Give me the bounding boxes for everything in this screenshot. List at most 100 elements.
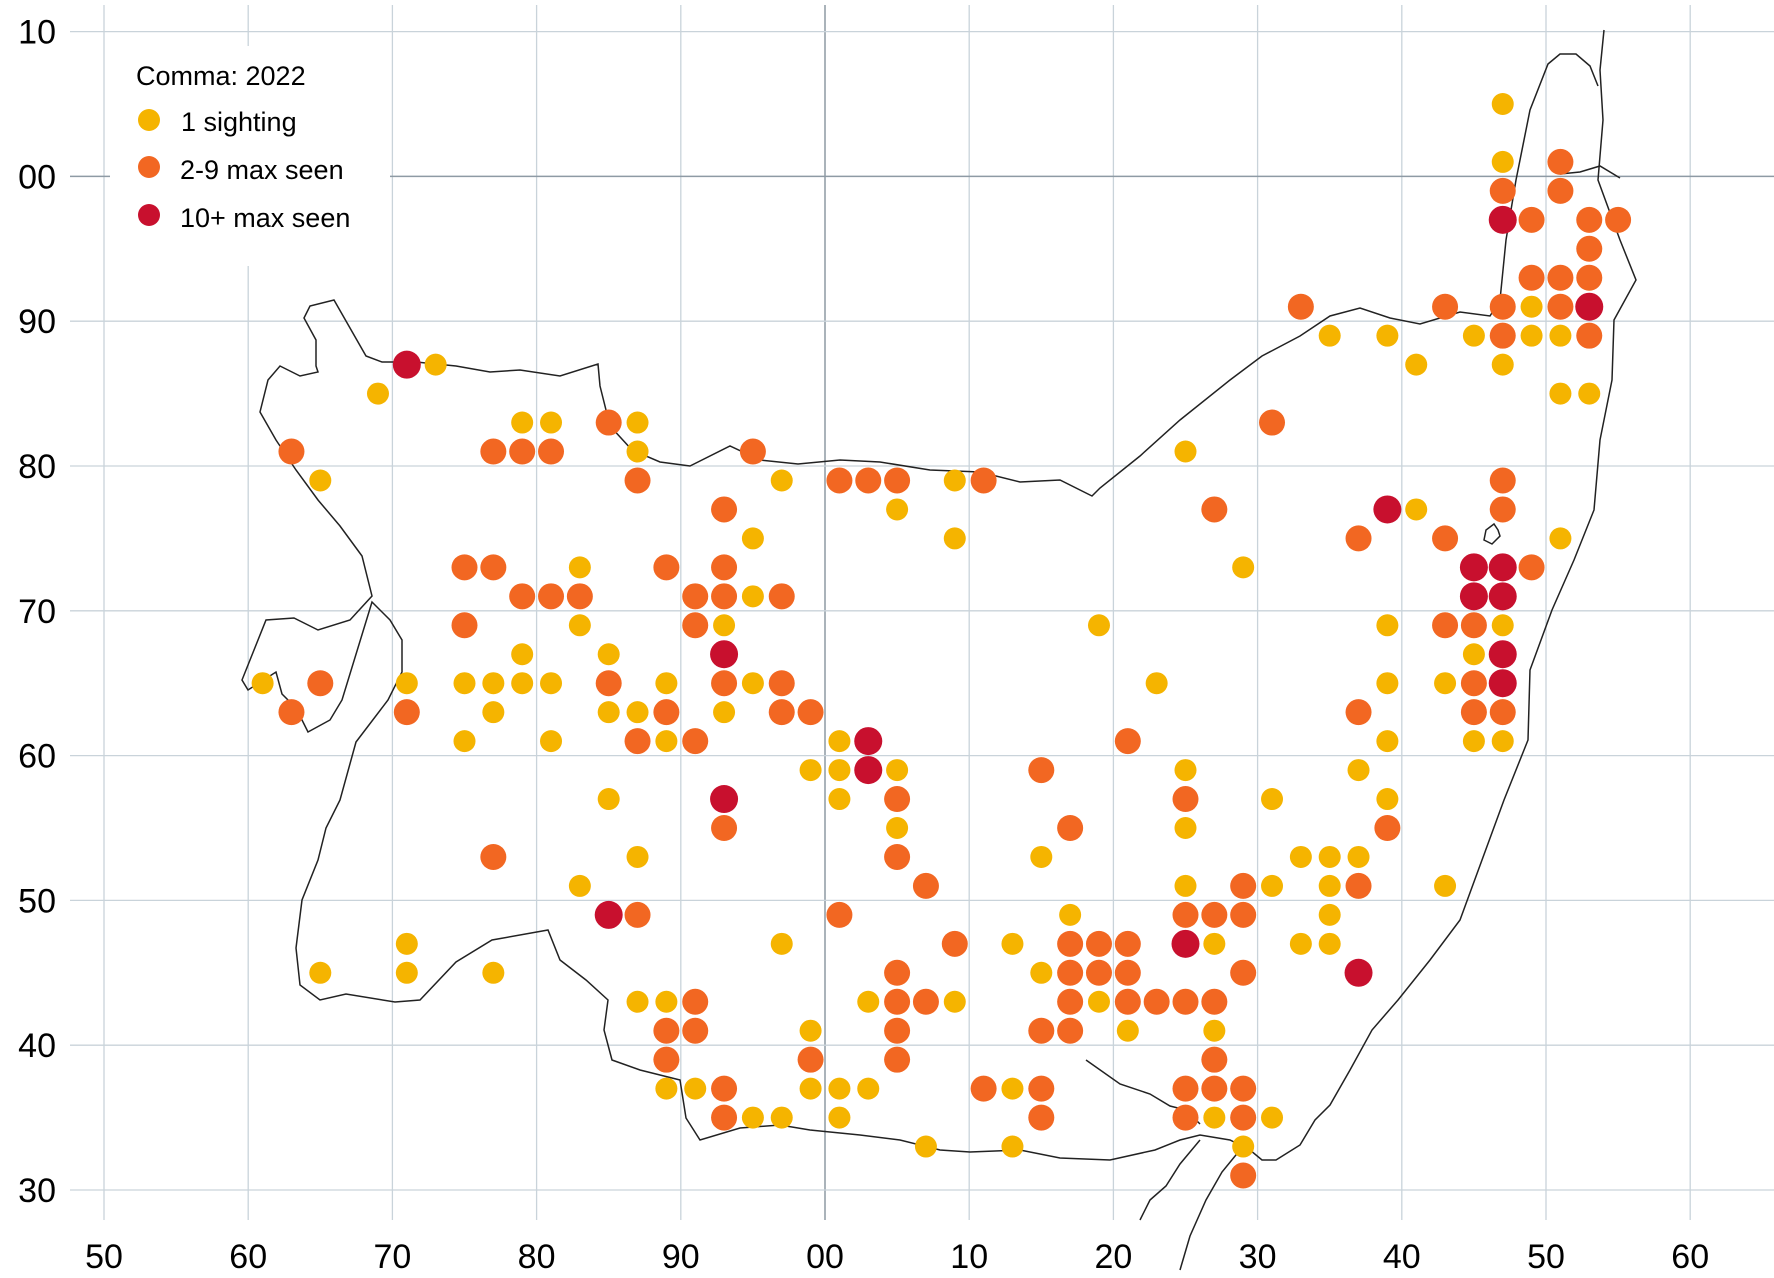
sighting-point-2-9 — [1605, 206, 1632, 233]
sighting-point-2-9 — [682, 612, 709, 639]
sighting-point-1 — [424, 353, 447, 376]
sighting-point-1 — [1549, 382, 1572, 405]
sighting-point-2-9 — [1172, 1075, 1199, 1102]
sighting-point-2-9 — [278, 699, 305, 726]
sighting-point-2-9 — [480, 554, 507, 581]
sighting-point-2-9 — [797, 699, 824, 726]
y-tick-label: 00 — [18, 158, 56, 196]
sighting-point-1 — [511, 672, 534, 695]
sighting-point-2-9 — [1576, 264, 1603, 291]
sighting-point-1 — [741, 585, 764, 608]
sighting-point-2-9 — [1230, 872, 1257, 899]
sighting-point-2-9 — [1057, 1017, 1084, 1044]
sighting-point-2-9 — [1432, 525, 1459, 552]
sighting-point-1 — [1116, 1019, 1139, 1042]
sighting-point-2-9 — [884, 959, 911, 986]
sighting-point-1 — [770, 1106, 793, 1129]
sighting-point-1 — [770, 932, 793, 955]
sighting-point-2-9 — [1230, 1075, 1257, 1102]
sighting-point-2-9 — [1201, 1046, 1228, 1073]
sighting-point-10-plus — [710, 785, 739, 814]
sighting-point-1 — [1491, 93, 1514, 115]
sighting-point-2-9 — [1576, 206, 1603, 233]
x-tick-label: 40 — [1383, 1238, 1421, 1276]
x-tick-label: 60 — [229, 1238, 267, 1276]
sighting-point-1 — [597, 701, 620, 724]
sighting-point-2-9 — [1201, 496, 1228, 523]
sighting-point-2-9 — [768, 583, 795, 610]
sighting-point-10-plus — [1488, 669, 1517, 698]
x-tick-label: 90 — [662, 1238, 700, 1276]
sighting-point-2-9 — [538, 438, 565, 465]
y-tick-label: 90 — [18, 303, 56, 341]
sighting-point-2-9 — [884, 467, 911, 494]
sighting-point-10-plus — [1488, 553, 1517, 582]
sighting-point-2-9 — [1489, 293, 1516, 320]
y-tick-label: 40 — [18, 1027, 56, 1065]
sighting-point-10-plus — [1575, 292, 1604, 321]
sighting-point-1 — [799, 759, 822, 782]
sighting-point-1 — [540, 672, 563, 695]
sighting-point-1 — [886, 759, 909, 782]
legend: Comma: 2022 1 sighting 2-9 max seen 10+ … — [110, 46, 390, 266]
sighting-point-2-9 — [1259, 409, 1286, 436]
sighting-point-1 — [511, 643, 534, 666]
x-tick-label: 60 — [1671, 1238, 1709, 1276]
sighting-point-1 — [857, 1077, 880, 1100]
sighting-point-2-9 — [1374, 815, 1401, 841]
sighting-point-1 — [1030, 961, 1053, 984]
sighting-point-2-9 — [1547, 293, 1574, 320]
sighting-point-2-9 — [1114, 988, 1141, 1015]
sighting-point-1 — [1203, 1106, 1226, 1129]
coastline — [241, 29, 1637, 1271]
sighting-point-2-9 — [826, 901, 853, 928]
sighting-point-2-9 — [1172, 1104, 1199, 1131]
sighting-point-2-9 — [653, 699, 680, 726]
y-tick-label: 10 — [18, 14, 56, 52]
sighting-point-1 — [1261, 1106, 1284, 1129]
sighting-point-2-9 — [884, 786, 911, 813]
sighting-point-2-9 — [970, 1075, 997, 1102]
sighting-point-1 — [511, 411, 534, 434]
sighting-point-2-9 — [884, 988, 911, 1015]
sighting-point-1 — [597, 788, 620, 811]
sighting-point-1 — [540, 730, 563, 753]
sighting-point-2-9 — [653, 1017, 680, 1044]
sighting-point-1 — [1174, 440, 1197, 463]
sighting-point-2-9 — [1114, 930, 1141, 957]
sighting-point-2-9 — [624, 467, 651, 494]
sighting-point-2-9 — [855, 467, 882, 494]
sighting-point-2-9 — [1489, 322, 1516, 349]
sighting-point-1 — [1174, 874, 1197, 897]
sighting-point-1 — [655, 730, 678, 753]
sighting-point-2-9 — [1028, 757, 1055, 784]
sighting-point-1 — [1318, 845, 1341, 868]
sighting-point-2-9 — [884, 843, 911, 870]
sighting-point-1 — [1434, 672, 1457, 695]
sighting-point-1 — [626, 845, 649, 868]
sighting-point-1 — [914, 1135, 937, 1158]
sighting-point-2-9 — [711, 554, 738, 581]
sighting-point-2-9 — [1460, 612, 1487, 639]
sighting-point-1 — [1203, 1019, 1226, 1042]
sighting-point-1 — [741, 672, 764, 695]
sighting-point-1 — [568, 874, 591, 897]
sighting-point-10-plus — [1459, 582, 1488, 611]
sighting-point-10-plus — [594, 900, 623, 929]
sighting-point-10-plus — [1488, 205, 1517, 234]
y-tick-label: 30 — [18, 1172, 56, 1210]
sighting-point-1 — [770, 469, 793, 492]
sighting-points — [251, 93, 1632, 1189]
sighting-point-1 — [1261, 874, 1284, 897]
sighting-point-2-9 — [1143, 988, 1170, 1015]
sighting-point-10-plus — [1459, 553, 1488, 582]
sighting-point-2-9 — [1432, 612, 1459, 639]
sighting-point-2-9 — [624, 728, 651, 755]
sighting-point-2-9 — [509, 438, 536, 465]
sighting-point-2-9 — [768, 699, 795, 726]
sighting-point-1 — [1376, 730, 1399, 753]
x-tick-label: 20 — [1094, 1238, 1132, 1276]
sighting-point-1 — [1491, 614, 1514, 637]
sighting-point-2-9 — [884, 1046, 911, 1073]
